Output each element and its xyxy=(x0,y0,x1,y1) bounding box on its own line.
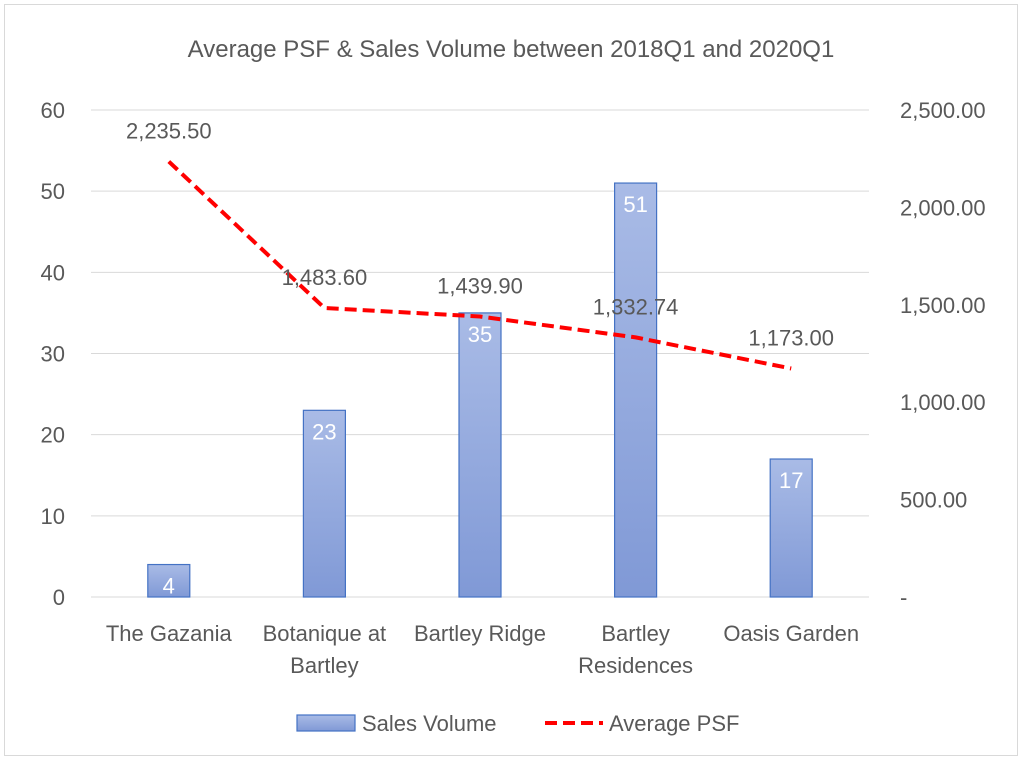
y-left-tick-label: 10 xyxy=(41,504,65,529)
bars xyxy=(147,182,813,598)
line-data-label: 1,483.60 xyxy=(282,265,368,290)
bar-data-label: 51 xyxy=(623,192,647,217)
y-right-tick-label: 1,000.00 xyxy=(900,390,986,415)
y-left-tick-label: 30 xyxy=(41,342,65,367)
x-tick-label: Bartley Ridge xyxy=(414,621,546,646)
x-tick-label: Residences xyxy=(578,653,693,678)
y-left-tick-label: 0 xyxy=(53,585,65,610)
x-tick-label: Bartley xyxy=(601,621,669,646)
y-left-tick-label: 40 xyxy=(41,260,65,285)
y-right-tick-label: 500.00 xyxy=(900,488,967,513)
y-left-tick-label: 60 xyxy=(41,98,65,123)
y-right-tick-label: - xyxy=(900,585,907,610)
line-series xyxy=(167,160,792,371)
chart-svg: Average PSF & Sales Volume between 2018Q… xyxy=(41,36,986,736)
y-right-tick-label: 2,500.00 xyxy=(900,98,986,123)
bar xyxy=(613,182,658,598)
chart-title: Average PSF & Sales Volume between 2018Q… xyxy=(188,36,835,63)
x-tick-label: Bartley xyxy=(290,653,358,678)
x-tick-label: Botanique at xyxy=(263,621,387,646)
axes: 0 10 20 30 40 50 60 - 500.00 1,000.00 1,500.00 2,00… xyxy=(41,98,986,678)
y-right-tick-label: 1,500.00 xyxy=(900,293,986,318)
line-data-label: 1,332.74 xyxy=(593,294,679,319)
line-data-label: 2,235.50 xyxy=(126,119,212,144)
bar xyxy=(458,312,502,598)
bar xyxy=(302,409,346,598)
bar-data-label: 4 xyxy=(163,574,175,599)
x-tick-label: Oasis Garden xyxy=(723,621,859,646)
legend-label-average-psf: Average PSF xyxy=(609,711,739,736)
chart-container: Average PSF & Sales Volume between 2018Q… xyxy=(4,4,1018,756)
legend: Sales Volume Average PSF xyxy=(296,711,739,736)
bar-data-label: 35 xyxy=(468,322,492,347)
line-data-label: 1,439.90 xyxy=(437,274,523,299)
line-average-psf xyxy=(167,160,792,371)
bar xyxy=(147,563,191,598)
bar xyxy=(769,458,813,598)
y-left-tick-label: 50 xyxy=(41,179,65,204)
legend-swatch-sales-volume xyxy=(296,714,356,732)
x-tick-label: The Gazania xyxy=(106,621,233,646)
y-right-tick-label: 2,000.00 xyxy=(900,195,986,220)
bar-data-label: 17 xyxy=(779,468,803,493)
y-left-tick-label: 20 xyxy=(41,423,65,448)
data-labels: 4 23 35 51 17 2,235.50 1,483.60 1,439.90 1,332.7… xyxy=(126,119,834,599)
bar-data-label: 23 xyxy=(312,419,336,444)
legend-label-sales-volume: Sales Volume xyxy=(362,711,497,736)
line-data-label: 1,173.00 xyxy=(748,325,834,350)
